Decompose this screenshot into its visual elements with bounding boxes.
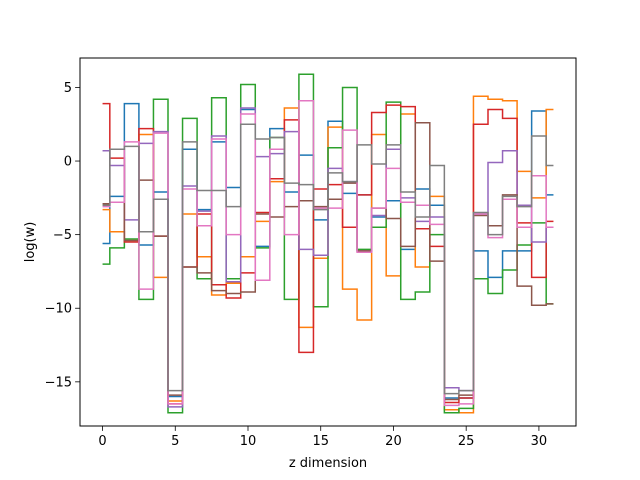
x-tick-label: 30: [531, 434, 548, 449]
y-axis: −15 −10 −5 0 5: [45, 81, 80, 390]
y-tick-label: −15: [45, 375, 72, 390]
x-axis-label: z dimension: [289, 456, 367, 471]
x-tick-label: 10: [240, 434, 257, 449]
x-tick-label: 20: [385, 434, 402, 449]
x-tick-label: 5: [171, 434, 179, 449]
x-axis: 0 5 10 15 20 25 30: [98, 426, 547, 449]
y-tick-label: 0: [64, 155, 72, 170]
x-tick-label: 0: [98, 434, 106, 449]
series-lines: [102, 73, 554, 414]
series-line-8: [102, 123, 554, 395]
x-tick-label: 15: [312, 434, 329, 449]
y-axis-label: log(w): [23, 222, 38, 263]
x-tick-label: 25: [458, 434, 475, 449]
y-tick-label: −10: [45, 302, 72, 317]
y-tick-label: −5: [53, 228, 72, 243]
y-tick-label: 5: [64, 81, 72, 96]
plot-frame: [79, 57, 577, 427]
